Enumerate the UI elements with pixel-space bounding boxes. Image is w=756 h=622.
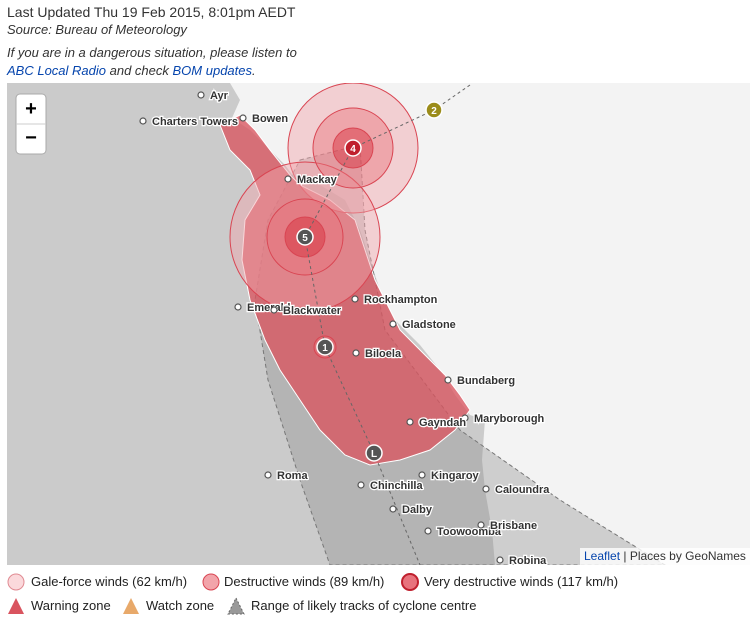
place-marker — [444, 376, 452, 384]
place-label: Bowen — [252, 113, 288, 125]
place-label: Gayndah — [419, 417, 466, 429]
place-label: Caloundra — [495, 484, 550, 496]
zoom-out[interactable]: − — [25, 127, 37, 149]
place-label: Biloela — [365, 348, 402, 360]
place-label: Emerald — [247, 302, 290, 314]
legend-label: Warning zone — [31, 598, 111, 613]
place-label: Mackay — [297, 174, 338, 186]
track-point-label: L — [371, 449, 377, 460]
bom-link[interactable]: BOM updates — [172, 63, 253, 78]
watch-icon — [123, 598, 139, 614]
place-marker — [389, 320, 397, 328]
place-label: Roma — [277, 470, 308, 482]
leaflet-link[interactable]: Leaflet — [584, 549, 621, 563]
track-point-label: 1 — [322, 343, 328, 354]
track-point — [344, 139, 362, 157]
track-point — [425, 101, 443, 119]
place-marker — [477, 521, 485, 529]
abc-link[interactable]: ABC Local Radio — [7, 63, 106, 78]
place-label: Maryborough — [474, 413, 545, 425]
place-marker — [239, 114, 247, 122]
place-label: Rockhampton — [364, 294, 438, 306]
track-point-label: 4 — [350, 144, 356, 155]
track-point-label: 5 — [302, 233, 308, 244]
place-label: Chinchilla — [370, 480, 423, 492]
map[interactable]: Ayr Charters Towers Bowen Mackay EmeraldBlac… — [7, 83, 750, 565]
place-label: Ayr — [210, 90, 229, 102]
attribution-bg — [580, 548, 750, 565]
place-marker — [496, 556, 504, 564]
zoom-in[interactable]: + — [25, 98, 37, 120]
place-marker — [197, 91, 205, 99]
attribution: Leaflet | Places by GeoNames — [584, 549, 746, 563]
track-point — [316, 338, 334, 356]
place-marker — [284, 175, 292, 183]
attribution-text: | Places by GeoNames — [623, 549, 746, 563]
place-marker — [270, 306, 278, 314]
place-marker — [406, 418, 414, 426]
notice-text: If you are in a dangerous situation, ple… — [7, 45, 297, 60]
place-label: Kingaroy — [431, 470, 480, 482]
zoom-control: + − — [15, 93, 47, 155]
warning-icon — [8, 598, 24, 614]
place-marker — [461, 414, 469, 422]
track-point — [365, 444, 383, 462]
place-label: Brisbane — [490, 520, 537, 532]
place-label: Bundaberg — [457, 375, 515, 387]
place-marker — [234, 303, 242, 311]
place-marker — [351, 295, 359, 303]
gale-icon — [7, 573, 25, 591]
place-label: Gladstone — [402, 319, 456, 331]
notice: If you are in a dangerous situation, ple… — [7, 44, 297, 80]
track-point-label: 2 — [431, 106, 437, 117]
place-label: Dalby — [402, 504, 433, 516]
legend-label: Gale-force winds (62 km/h) — [31, 574, 188, 589]
legend-label: Watch zone — [146, 598, 215, 613]
legend-label: Range of likely tracks of cyclone centre — [251, 598, 477, 613]
notice-text: and check — [109, 63, 169, 78]
place-marker — [357, 481, 365, 489]
place-marker — [139, 117, 147, 125]
place-marker — [418, 471, 426, 479]
place-label: Charters Towers — [152, 116, 238, 128]
place-marker — [389, 505, 397, 513]
place-marker — [352, 349, 360, 357]
updated: Last Updated Thu 19 Feb 2015, 8:01pm AED… — [7, 4, 296, 20]
notice-text: . — [252, 63, 256, 78]
legend-label: Very destructive winds (117 km/h) — [424, 574, 619, 589]
source: Source: Bureau of Meteorology — [7, 22, 187, 37]
place-label: Toowoomba — [437, 526, 502, 538]
range-icon — [227, 596, 245, 615]
destructive-icon — [202, 573, 220, 591]
place-marker — [264, 471, 272, 479]
very-destructive-icon — [401, 573, 419, 591]
legend-label: Destructive winds (89 km/h) — [224, 574, 385, 589]
track-point — [296, 228, 314, 246]
place-label: Robina — [509, 555, 547, 565]
place-label: Blackwater — [283, 305, 342, 317]
place-marker — [424, 527, 432, 535]
legend-icons — [7, 573, 419, 615]
place-marker — [482, 485, 490, 493]
